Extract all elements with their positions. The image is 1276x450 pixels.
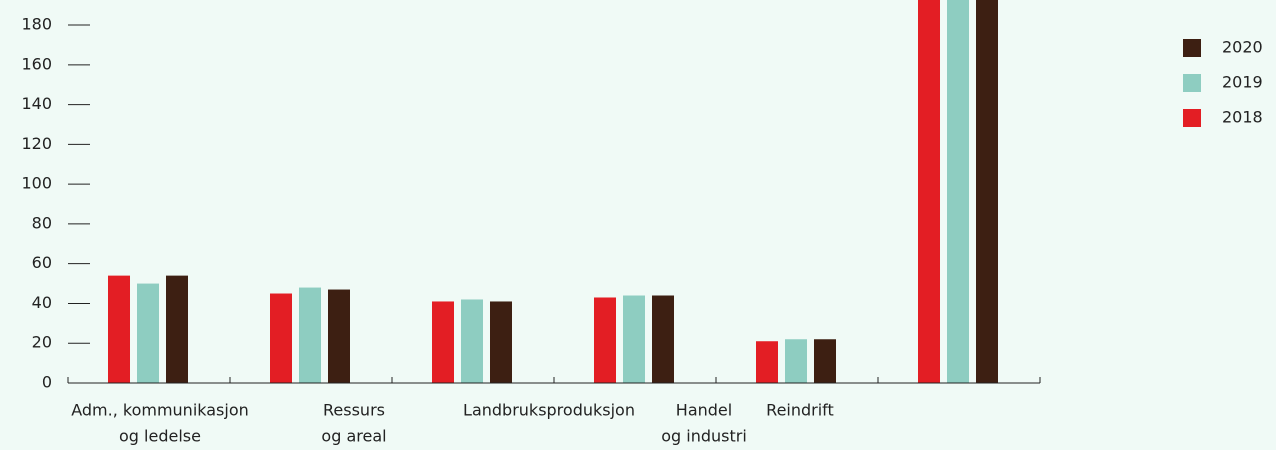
bar [947, 0, 969, 383]
y-tick-label: 60 [32, 253, 52, 272]
bar [432, 301, 454, 383]
bars [108, 0, 998, 383]
y-tick-label: 100 [21, 174, 52, 193]
legend-label: 2019 [1222, 73, 1263, 92]
y-tick-label: 0 [42, 373, 52, 392]
y-tick-label: 160 [21, 54, 52, 73]
bar [594, 297, 616, 383]
bar [166, 275, 188, 383]
legend-label: 2018 [1222, 108, 1263, 127]
x-tick-label: Handel [676, 401, 732, 420]
bar [270, 293, 292, 383]
y-tick-label: 40 [32, 293, 52, 312]
legend-swatch [1183, 74, 1201, 92]
bar [652, 295, 674, 383]
bar [976, 0, 998, 383]
legend-swatch [1183, 39, 1201, 57]
bar [328, 289, 350, 383]
bar [490, 301, 512, 383]
bar [756, 341, 778, 383]
x-tick-label: Landbruksproduksjon [463, 401, 635, 420]
bar [108, 275, 130, 383]
bar [299, 287, 321, 383]
bar [918, 0, 940, 383]
bar [137, 283, 159, 383]
y-tick-label: 120 [21, 134, 52, 153]
x-tick-label: Adm., kommunikasjon [71, 401, 249, 420]
legend-swatch [1183, 109, 1201, 127]
bar [461, 299, 483, 383]
x-tick-label: og industri [661, 427, 747, 446]
bar [623, 295, 645, 383]
x-tick-label: og areal [321, 427, 386, 446]
bar [814, 339, 836, 383]
x-tick-label: og ledelse [119, 427, 201, 446]
y-tick-label: 20 [32, 333, 52, 352]
x-tick-label: Ressurs [323, 401, 385, 420]
y-tick-label: 80 [32, 213, 52, 232]
bar [785, 339, 807, 383]
x-tick-label: Reindrift [766, 401, 834, 420]
y-tick-label: 180 [21, 15, 52, 34]
y-tick-label: 140 [21, 94, 52, 113]
legend-label: 2020 [1222, 38, 1263, 57]
